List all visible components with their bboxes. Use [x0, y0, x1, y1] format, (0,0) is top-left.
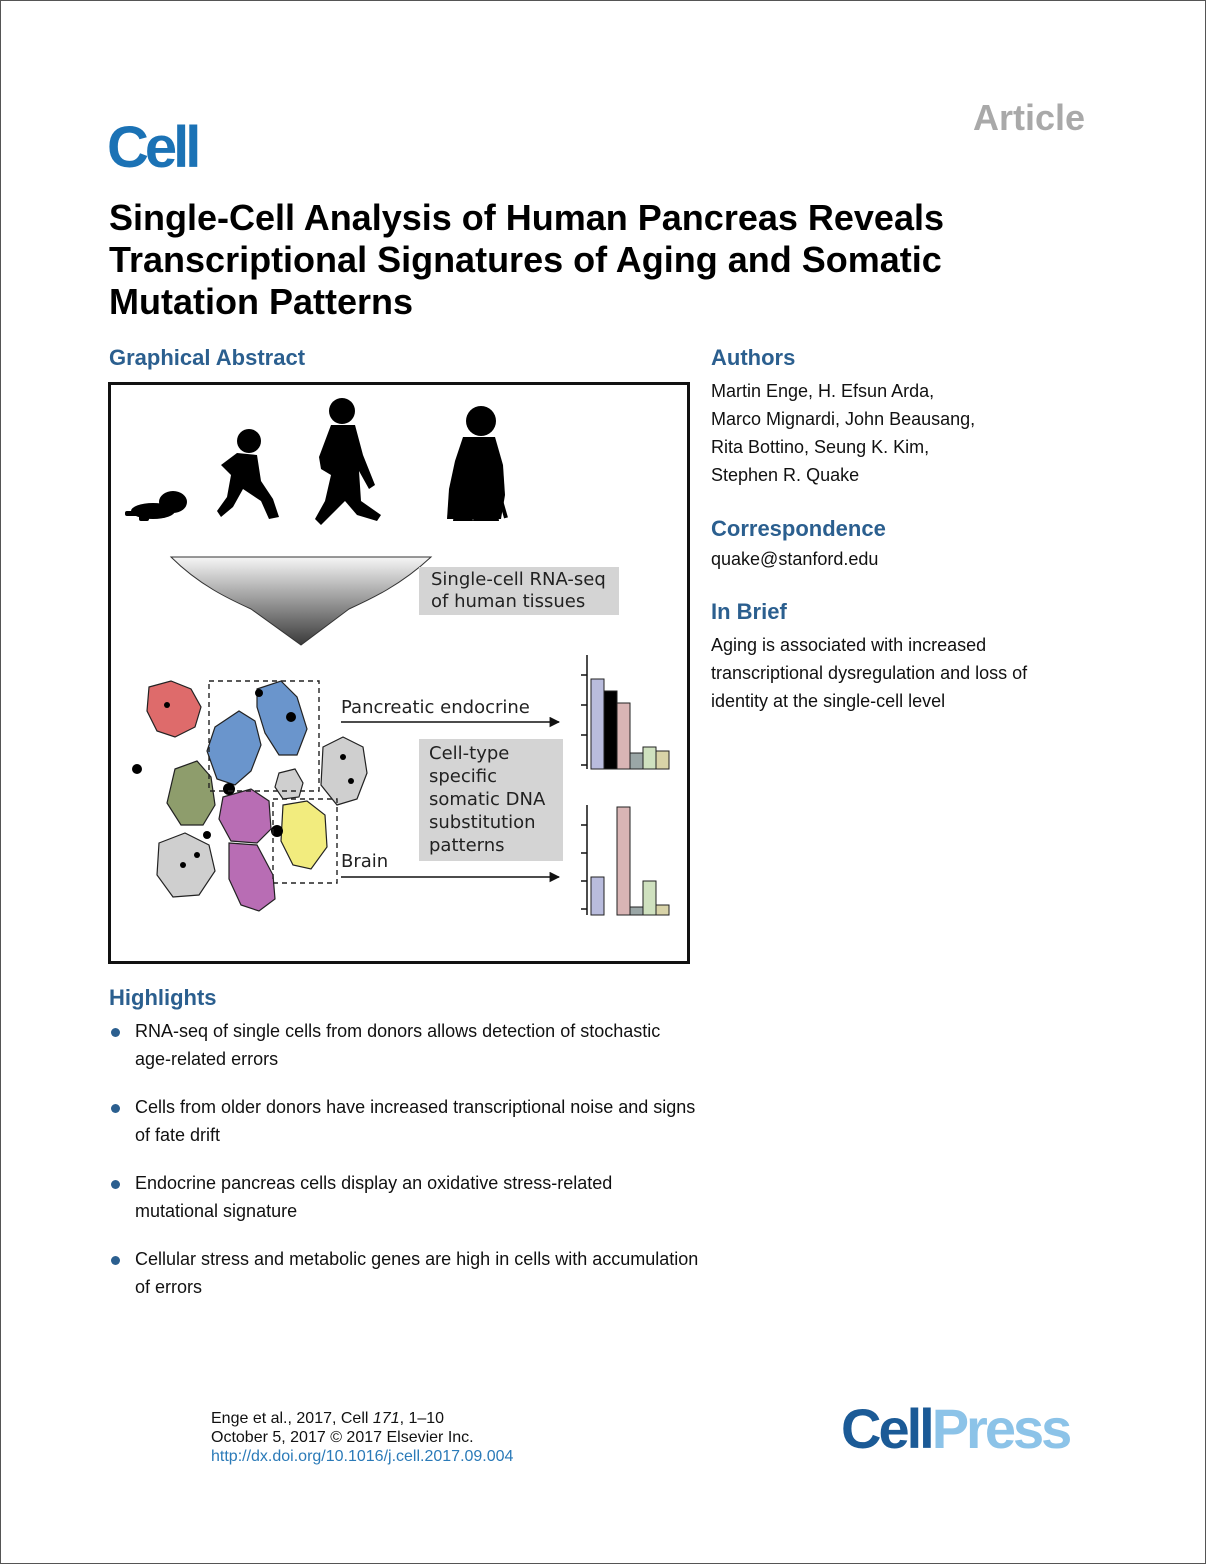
highlights-list: RNA-seq of single cells from donors allo…	[109, 1017, 699, 1321]
cluster-dots	[132, 689, 354, 868]
correspondence-email[interactable]: quake@stanford.edu	[711, 549, 879, 569]
bar	[642, 880, 657, 916]
funnel-arrow	[169, 556, 433, 646]
bar	[655, 750, 670, 770]
child-silhouette-icon	[217, 429, 279, 519]
baby-silhouette-icon	[125, 491, 187, 521]
highlights-heading: Highlights	[109, 985, 217, 1010]
celltype-line: somatic DNA	[429, 789, 546, 810]
in-brief-line: transcriptional dysregulation and loss o…	[711, 663, 1028, 683]
author-line: Rita Bottino, Seung K. Kim,	[711, 437, 930, 457]
red-cluster	[146, 680, 202, 738]
yellow-cluster	[280, 800, 328, 870]
bar	[655, 904, 670, 916]
bullet-icon	[111, 1256, 120, 1265]
celltype-line: substitution	[429, 812, 536, 833]
gray-cluster-small	[274, 768, 304, 800]
bar	[629, 906, 644, 916]
gray-cluster-right	[320, 736, 368, 806]
bullet-icon	[111, 1104, 120, 1113]
celltype-line: patterns	[429, 835, 505, 856]
citation-line-2: October 5, 2017 © 2017 Elsevier Inc.	[211, 1429, 474, 1446]
endocrine-selection-box	[208, 680, 320, 792]
bullet-icon	[111, 1180, 120, 1189]
arrow-label-brain: Brain	[341, 851, 388, 872]
citation-pages: , 1–10	[399, 1410, 445, 1427]
bar	[590, 876, 605, 916]
citation-volume: 171	[372, 1410, 400, 1427]
celltype-label-box	[419, 739, 563, 861]
blue-cluster	[206, 710, 262, 786]
author-line: Marco Mignardi, John Beausang,	[711, 409, 976, 429]
article-title: Single-Cell Analysis of Human Pancreas R…	[109, 197, 944, 322]
bullet-icon	[111, 1028, 120, 1037]
green-cluster	[166, 760, 216, 826]
cellpress-logo-part1: Cell	[841, 1397, 935, 1460]
bar	[616, 806, 631, 916]
author-line: Martin Enge, H. Efsun Arda,	[711, 381, 935, 401]
highlight-item: Cells from older donors have increased t…	[109, 1093, 699, 1149]
correspondence-heading: Correspondence	[711, 516, 886, 541]
bar	[603, 690, 618, 770]
bar	[629, 752, 644, 770]
graphical-abstract-figure: Single-cell RNA-seq of human tissues	[125, 398, 670, 916]
citation-block: Enge et al., 2017, Cell 171, 1–10 Octobe…	[211, 1409, 513, 1466]
cellpress-logo-part2: Press	[931, 1397, 1073, 1460]
brain-mutation-bars	[581, 805, 670, 916]
method-label-line1: Single-cell RNA-seq	[431, 569, 606, 590]
bar	[642, 746, 657, 770]
celltype-line: specific	[429, 766, 497, 787]
graphical-abstract: Single-cell RNA-seq of human tissues	[108, 382, 690, 964]
article-type-label: Article	[972, 97, 1085, 138]
bar	[590, 678, 605, 770]
bar	[616, 702, 631, 770]
purple-cluster-upper	[218, 788, 272, 844]
pancreatic-mutation-bars	[581, 655, 670, 770]
cellpress-logo: CellPress	[841, 1401, 1072, 1457]
in-brief-line: Aging is associated with increased	[711, 635, 987, 655]
cell-journal-logo: Cell	[107, 115, 201, 180]
method-label-box	[419, 567, 619, 615]
authors-heading: Authors	[711, 345, 796, 370]
brain-selection-box	[272, 798, 338, 884]
highlight-text: Endocrine pancreas cells display an oxid…	[135, 1173, 613, 1221]
author-line: Stephen R. Quake	[711, 465, 860, 485]
citation-prefix: Enge et al., 2017, Cell	[211, 1410, 373, 1427]
blue-cluster-upper	[256, 680, 308, 756]
in-brief-line: identity at the single-cell level	[711, 691, 946, 711]
method-label-line2: of human tissues	[431, 591, 585, 612]
in-brief-text: Aging is associated with increased trans…	[711, 631, 1027, 715]
highlight-item: Endocrine pancreas cells display an oxid…	[109, 1169, 699, 1225]
highlight-text: Cells from older donors have increased t…	[135, 1097, 696, 1145]
elderly-silhouette-icon	[447, 406, 508, 521]
arrow-label-pancreatic: Pancreatic endocrine	[341, 697, 530, 718]
cell-cluster-map	[132, 680, 368, 912]
highlight-item: Cellular stress and metabolic genes are …	[109, 1245, 699, 1301]
highlight-text: Cellular stress and metabolic genes are …	[135, 1249, 699, 1297]
highlight-text: RNA-seq of single cells from donors allo…	[135, 1021, 661, 1069]
adult-silhouette-icon	[315, 398, 381, 525]
citation-line-1: Enge et al., 2017, Cell 171, 1–10	[211, 1409, 513, 1428]
doi-link[interactable]: http://dx.doi.org/10.1016/j.cell.2017.09…	[211, 1448, 514, 1465]
celltype-line: Cell-type	[429, 743, 509, 764]
purple-cluster-lower	[228, 842, 276, 912]
highlight-item: RNA-seq of single cells from donors allo…	[109, 1017, 699, 1073]
in-brief-heading: In Brief	[711, 599, 787, 624]
graphical-abstract-heading: Graphical Abstract	[109, 345, 306, 370]
author-list: Martin Enge, H. Efsun Arda, Marco Mignar…	[711, 377, 975, 489]
